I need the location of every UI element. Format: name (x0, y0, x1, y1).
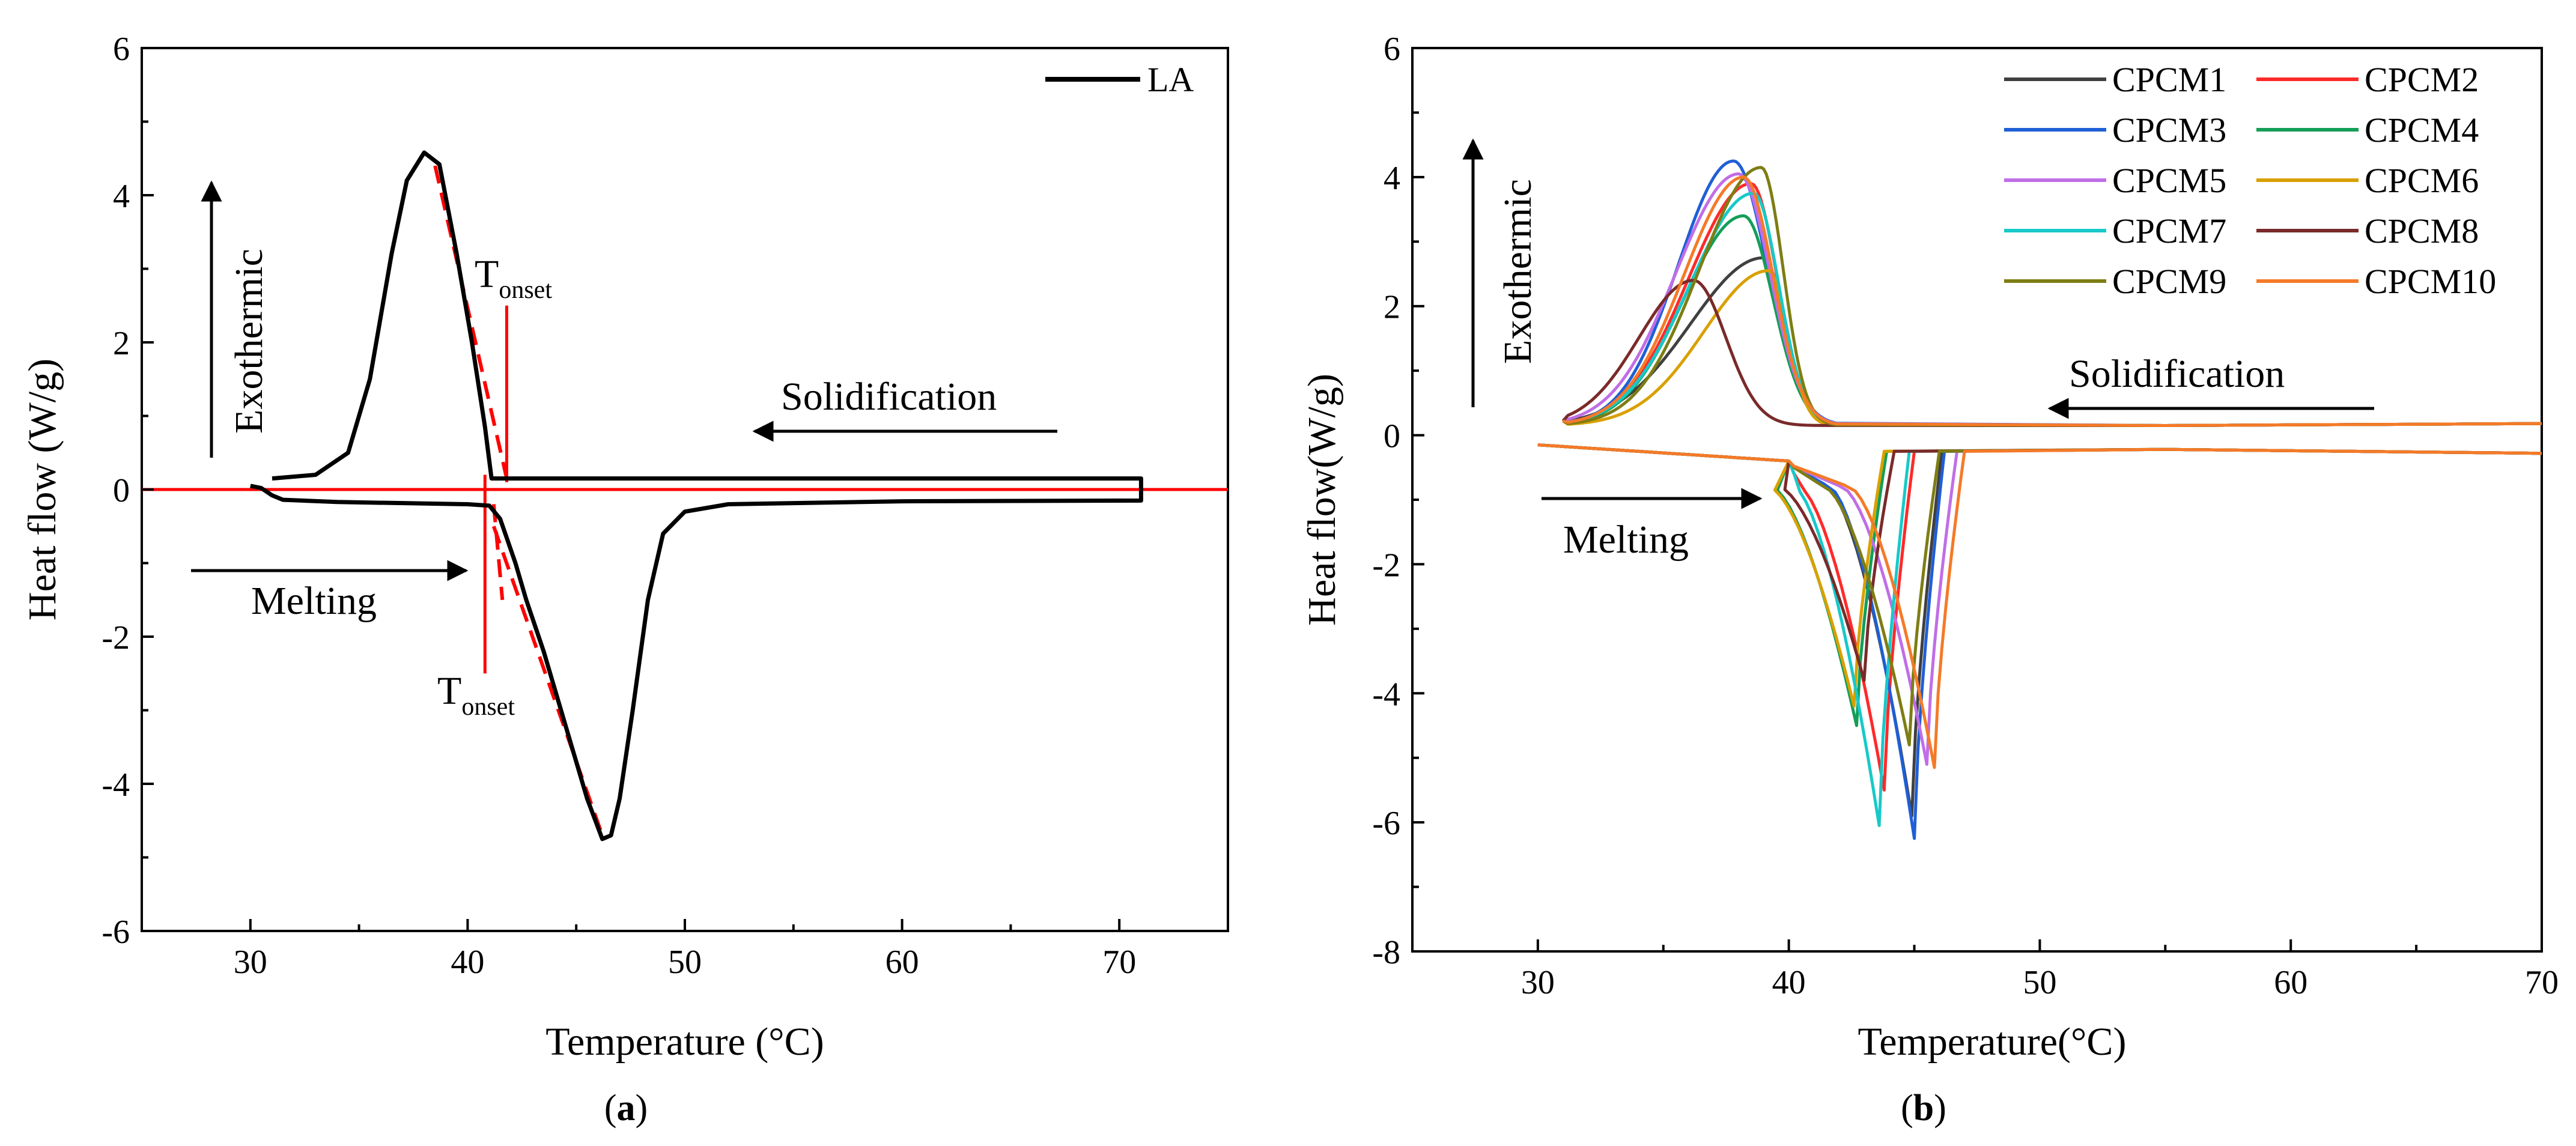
exothermic-label: Exothermic (227, 249, 271, 434)
series-heating-cpcm9 (1537, 443, 2542, 747)
panel-a-x-tick-label: 60 (886, 944, 919, 981)
panel-a-axes: 30 40 50 60 70 6 4 2 0 -2 -4 -6 (102, 31, 1229, 981)
panel-a-y-tick-label: 6 (113, 31, 130, 68)
panel-a-x-tick-label: 40 (451, 944, 484, 981)
series-heating-cpcm1 (1537, 443, 2542, 817)
series-cooling-cpcm8 (1561, 279, 2542, 427)
panel-a-caption: (a) (604, 1088, 648, 1129)
panel-a-plot-area (142, 150, 1228, 841)
melting-label: Melting (251, 579, 377, 623)
series-heating-cpcm4 (1537, 443, 2542, 727)
series-heating-cpcm3 (1537, 443, 2542, 840)
legend-label-cpcm3: CPCM3 (2112, 111, 2226, 150)
tangent-heating-short (491, 504, 505, 601)
series-heating-cpcm2 (1537, 443, 2542, 792)
panel-a-x-axis-label: Temperature (°C) (545, 1020, 824, 1064)
legend-label-cpcm10: CPCM10 (2365, 262, 2496, 301)
melting-label-b: Melting (1563, 518, 1689, 562)
series-cooling-cpcm9 (1562, 166, 2542, 427)
panel-a: 30 40 50 60 70 6 4 2 0 -2 -4 -6 LA Tonset Tonset So… (20, 31, 1229, 1129)
panel-b-x-axis-label: Temperature(°C) (1858, 1020, 2127, 1064)
legend-label-cpcm1: CPCM1 (2112, 60, 2226, 99)
tangent-cooling (433, 165, 509, 479)
panel-a-y-tick-label: -2 (102, 619, 130, 656)
panel-b-x-tick-label: 30 (1521, 964, 1555, 1001)
exothermic-label-b: Exothermic (1496, 179, 1540, 364)
legend-label-la: LA (1147, 60, 1194, 99)
panel-b-x-tick-label: 70 (2525, 964, 2559, 1001)
panel-b-y-tick-label: 2 (1384, 289, 1400, 326)
panel-a-x-tick-label: 50 (668, 944, 702, 981)
panel-b-caption: (b) (1901, 1088, 1946, 1129)
panel-b-y-tick-label: 4 (1384, 160, 1400, 197)
series-heating-cpcm10 (1537, 443, 2542, 769)
panel-b-x-tick-label: 40 (1772, 964, 1806, 1001)
panel-a-y-tick-label: 0 (113, 472, 130, 509)
panel-b-y-tick-label: 0 (1384, 418, 1400, 455)
panel-a-x-tick-label: 30 (234, 944, 267, 981)
panel-b-x-tick-label: 60 (2274, 964, 2307, 1001)
legend-label-cpcm6: CPCM6 (2365, 161, 2479, 200)
legend-label-cpcm2: CPCM2 (2365, 60, 2479, 99)
series-heating-cpcm5 (1537, 443, 2542, 766)
legend-label-cpcm8: CPCM8 (2365, 211, 2479, 250)
panel-a-y-tick-label: 4 (113, 178, 130, 215)
series-heating-cpcm8 (1537, 443, 2542, 682)
series-heating-cpcm7 (1537, 443, 2542, 827)
tonset-label-cooling: Tonset (475, 252, 552, 304)
panel-b-plot-area (1537, 159, 2542, 840)
legend-label-cpcm7: CPCM7 (2112, 211, 2226, 250)
panel-b-y-tick-label: -8 (1372, 934, 1400, 971)
panel-a-x-tick-label: 70 (1102, 944, 1136, 981)
legend-label-cpcm5: CPCM5 (2112, 161, 2226, 200)
tonset-label-heating: Tonset (437, 669, 515, 721)
legend-label-cpcm4: CPCM4 (2365, 111, 2479, 150)
panel-b-y-tick-label: -6 (1372, 805, 1400, 842)
panel-b-axes: 30 40 50 60 70 6 4 2 0 -2 -4 -6 -8 (1372, 31, 2559, 1001)
solidification-label: Solidification (781, 375, 997, 419)
panel-a-y-axis-label: Heat flow (W/g) (20, 359, 64, 620)
panel-b-legend: CPCM1 CPCM2 CPCM3 CPCM4 CPCM5 CPCM6 CPCM7 CPCM8… (2004, 60, 2496, 301)
series-heating-cpcm6 (1537, 443, 2542, 708)
panel-b-x-tick-label: 50 (2023, 964, 2056, 1001)
panel-a-y-tick-label: 2 (113, 325, 130, 362)
solidification-label-b: Solidification (2069, 352, 2285, 396)
panel-a-y-tick-label: -4 (102, 766, 130, 804)
panel-a-y-tick-label: -6 (102, 914, 130, 951)
panel-b-y-tick-label: 6 (1384, 31, 1400, 68)
panel-b-y-tick-label: -4 (1372, 676, 1400, 713)
series-line-la (250, 150, 1143, 841)
panel-b-y-tick-label: -2 (1372, 547, 1400, 584)
panel-b-y-axis-label: Heat flow(W/g) (1300, 374, 1344, 626)
legend-label-cpcm9: CPCM9 (2112, 262, 2226, 301)
series-cooling-cpcm10 (1563, 175, 2542, 427)
